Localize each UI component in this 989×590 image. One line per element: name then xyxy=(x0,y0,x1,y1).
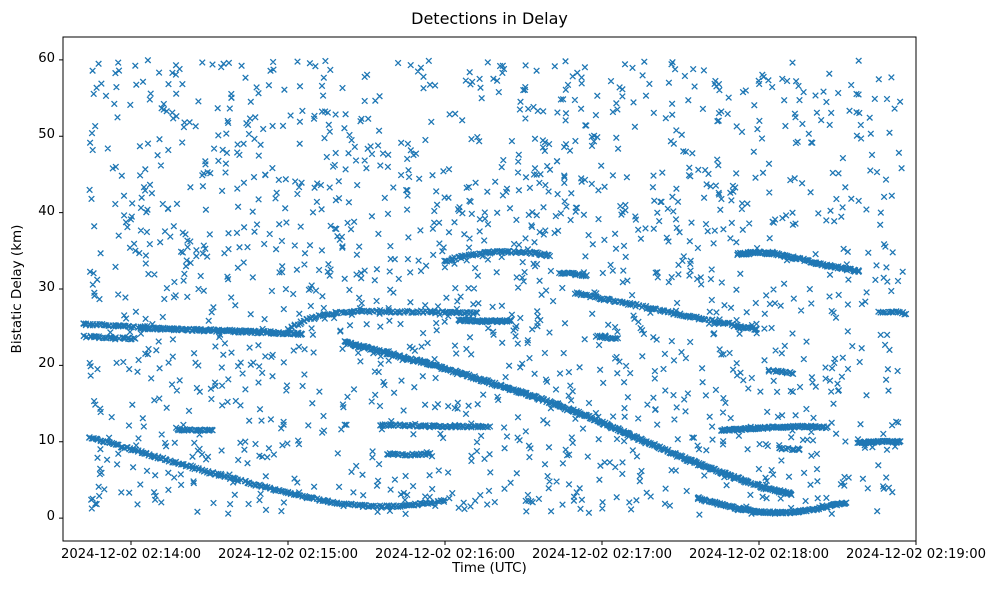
y-tick-label: 50 xyxy=(38,127,55,142)
x-tick-label: 2024-12-02 02:14:00 xyxy=(60,547,202,562)
x-tick-label: 2024-12-02 02:17:00 xyxy=(531,547,673,562)
y-tick-label: 10 xyxy=(38,433,55,448)
y-tick-label: 40 xyxy=(38,204,55,219)
x-tick-label: 2024-12-02 02:19:00 xyxy=(845,547,987,562)
x-tick-label: 2024-12-02 02:18:00 xyxy=(688,547,830,562)
x-tick-label: 2024-12-02 02:16:00 xyxy=(374,547,516,562)
y-tick-label: 60 xyxy=(38,51,55,66)
y-tick-label: 20 xyxy=(38,356,55,371)
x-axis-label: Time (UTC) xyxy=(452,560,527,576)
axis-ticks xyxy=(59,59,917,545)
scatter-markers xyxy=(80,56,910,518)
x-tick-label: 2024-12-02 02:15:00 xyxy=(217,547,359,562)
y-tick-label: 0 xyxy=(46,509,55,524)
plot-frame xyxy=(62,36,917,542)
chart-title: Detections in Delay xyxy=(411,9,568,28)
y-tick-label: 30 xyxy=(38,280,55,295)
